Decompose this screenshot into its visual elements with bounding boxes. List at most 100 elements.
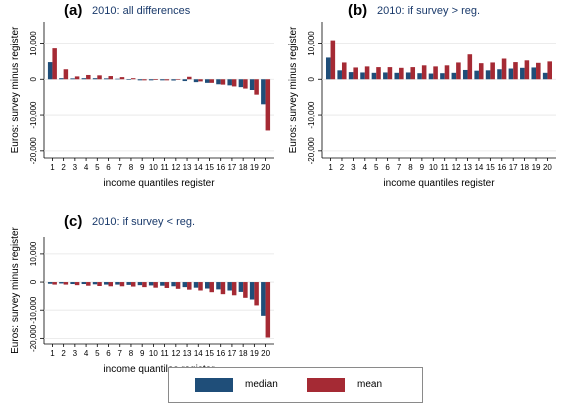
bar-mean-15: [490, 62, 495, 80]
x-tick-label: 16: [216, 349, 225, 358]
x-tick-label: 2: [61, 163, 66, 172]
bar-median-13: [182, 79, 188, 82]
x-tick-label: 7: [118, 349, 123, 358]
x-tick-label: 17: [227, 349, 236, 358]
bar-median-13: [182, 282, 188, 288]
x-tick-label: 14: [194, 163, 203, 172]
x-tick-label: 2: [340, 163, 345, 172]
x-tick-label: 6: [106, 349, 111, 358]
x-axis-label: income quantiles register: [103, 364, 215, 375]
bar-median-6: [104, 282, 109, 285]
bar-median-20: [542, 72, 548, 80]
x-tick-label: 19: [250, 349, 259, 358]
bar-median-1: [47, 282, 53, 284]
x-tick-label: 12: [452, 163, 461, 172]
bar-mean-16: [501, 58, 507, 80]
bar-mean-5: [376, 67, 381, 80]
x-axis-label: income quantiles register: [383, 178, 495, 189]
x-tick-label: 17: [227, 163, 236, 172]
bar-mean-20: [265, 282, 271, 338]
bar-median-7: [115, 78, 120, 80]
bar-median-11: [440, 73, 445, 80]
y-tick-label: 10,000: [307, 31, 316, 56]
bar-mean-9: [142, 79, 147, 81]
bar-mean-15: [209, 79, 214, 83]
panel-1: (a) 2010: all differences -20,000 -10,000 0 1…: [10, 2, 274, 189]
bar-mean-19: [254, 79, 259, 95]
bar-median-14: [193, 282, 199, 288]
bar-mean-10: [153, 79, 158, 80]
bar-median-8: [405, 72, 411, 80]
bar-median-4: [81, 78, 87, 80]
x-tick-label: 7: [118, 163, 123, 172]
bar-mean-10: [433, 66, 438, 80]
bar-median-17: [227, 79, 232, 86]
bar-mean-14: [478, 63, 484, 80]
bar-mean-2: [63, 282, 69, 285]
x-tick-label: 11: [160, 163, 169, 172]
x-tick-label: 16: [216, 163, 225, 172]
x-tick-label: 9: [140, 349, 145, 358]
bar-mean-8: [130, 282, 136, 287]
x-tick-label: 9: [420, 163, 425, 172]
y-axis-label: Euros: survey minus register: [10, 226, 21, 353]
bar-median-11: [160, 79, 165, 81]
bar-mean-6: [387, 67, 393, 80]
bar-mean-14: [198, 282, 203, 291]
x-tick-label: 12: [171, 349, 180, 358]
x-tick-label: 15: [205, 163, 214, 172]
y-tick-label: -10,000: [307, 101, 316, 129]
bar-median-3: [348, 72, 354, 80]
x-tick-label: 4: [84, 163, 89, 172]
x-tick-label: 5: [95, 349, 100, 358]
bar-mean-9: [142, 282, 147, 288]
bar-median-17: [508, 68, 514, 80]
legend-swatch-median: [195, 378, 233, 392]
bar-mean-7: [119, 77, 125, 80]
bar-mean-17: [231, 79, 237, 87]
x-tick-label: 4: [363, 163, 368, 172]
bar-median-16: [216, 79, 221, 85]
x-tick-label: 3: [73, 163, 78, 172]
x-tick-label: 6: [106, 163, 111, 172]
bar-median-5: [92, 282, 98, 285]
panel-letter: (b): [348, 2, 367, 19]
bar-mean-3: [353, 67, 358, 80]
bar-median-15: [485, 70, 491, 80]
bar-median-2: [59, 282, 64, 284]
bar-mean-7: [119, 282, 125, 287]
y-tick-label: -10,000: [29, 296, 38, 324]
panel-title: 2010: all differences: [92, 5, 191, 17]
bar-mean-17: [231, 282, 237, 296]
x-tick-label: 13: [183, 349, 192, 358]
bar-mean-2: [63, 69, 69, 80]
x-tick-label: 13: [463, 163, 472, 172]
bar-median-16: [497, 69, 502, 80]
y-tick-label: -20,000: [29, 324, 38, 352]
x-tick-label: 12: [171, 163, 180, 172]
x-tick-label: 3: [73, 349, 78, 358]
y-tick-label: -20,000: [29, 137, 38, 165]
x-tick-label: 18: [239, 349, 248, 358]
x-tick-label: 19: [250, 163, 259, 172]
bar-median-14: [193, 79, 199, 83]
bar-median-12: [171, 79, 176, 81]
bar-mean-12: [175, 79, 181, 80]
x-tick-label: 20: [261, 349, 270, 358]
x-axis-label: income quantiles register: [103, 178, 215, 189]
bar-mean-11: [164, 282, 170, 288]
x-tick-label: 1: [50, 349, 55, 358]
x-tick-label: 20: [543, 163, 552, 172]
bar-mean-5: [97, 282, 102, 286]
x-tick-label: 15: [486, 163, 495, 172]
bar-mean-20: [265, 79, 271, 131]
bar-mean-12: [175, 282, 181, 289]
x-tick-label: 16: [497, 163, 506, 172]
panel-title: 2010: if survey < reg.: [92, 216, 195, 228]
y-tick-label: 10,000: [29, 31, 38, 56]
x-tick-label: 18: [239, 163, 248, 172]
bar-median-5: [371, 72, 377, 80]
x-tick-label: 11: [160, 349, 169, 358]
bar-mean-1: [52, 48, 57, 80]
